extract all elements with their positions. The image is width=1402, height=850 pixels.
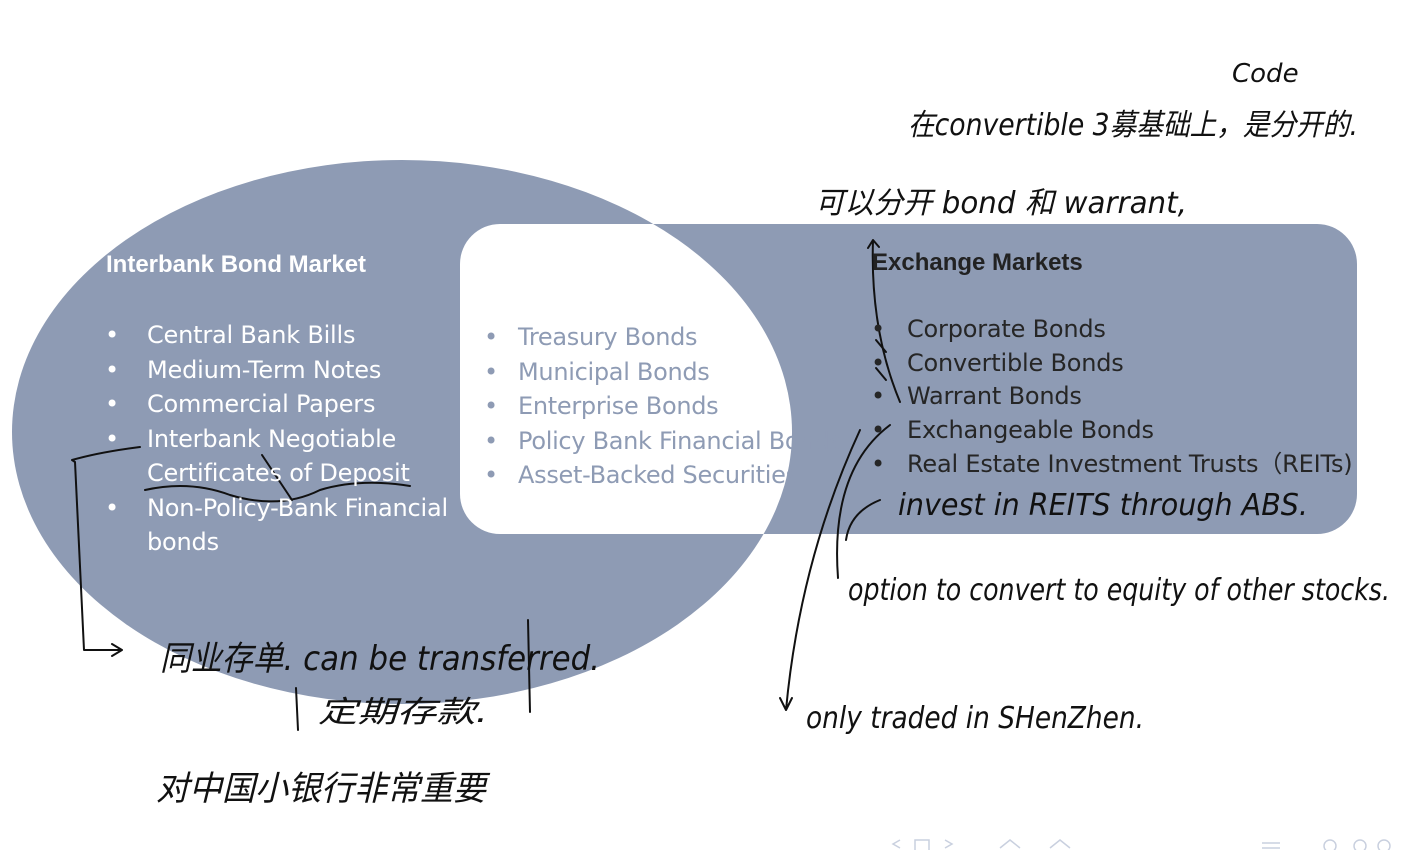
list-item: Commercial Papers	[105, 387, 467, 422]
list-item: Interbank Negotiable Certificates of Dep…	[105, 422, 467, 491]
exchange-market-title: Exchange Markets	[872, 249, 1083, 276]
ncd-connector-stroke	[295, 619, 531, 731]
note-exchangeable: option to convert to equity of other sto…	[848, 573, 1390, 608]
note-convertible: 在convertible 3募基础上，是分开的.	[908, 108, 1358, 143]
list-item: Enterprise Bonds	[484, 389, 841, 424]
nav-search-icon	[1323, 839, 1337, 850]
shared-bond-list: Treasury Bonds Municipal Bonds Enterpris…	[484, 320, 842, 493]
list-item: Warrant Bonds	[871, 380, 1352, 414]
note-code: Code	[1232, 59, 1299, 89]
nav-next-icon	[944, 839, 954, 849]
reits-hook-stroke	[845, 499, 881, 541]
ncd-bracket-stroke	[71, 446, 141, 657]
nav-align-icon	[1262, 842, 1280, 849]
list-item: Exchangeable Bonds	[871, 414, 1352, 448]
nav-frame-icon	[914, 839, 930, 850]
list-item: Asset-Backed Securities	[484, 458, 841, 493]
list-item: Central Bank Bills	[105, 318, 467, 353]
note-ncd-1: 同业存单. can be transferred.	[160, 639, 600, 679]
list-item: Medium-Term Notes	[105, 353, 467, 388]
list-item: Real Estate Investment Trusts（REITs)	[871, 448, 1353, 482]
nav-prev-icon	[891, 839, 901, 849]
note-warrant: 可以分开 bond 和 warrant,	[815, 186, 1187, 221]
list-item: Municipal Bonds	[484, 355, 841, 390]
list-item: Treasury Bonds	[484, 320, 841, 355]
list-item: Policy Bank Financial Bonds	[484, 424, 842, 459]
note-ncd-2: 定期存款.	[318, 695, 488, 730]
slide-nav-icons	[891, 839, 1391, 850]
nav-fit-icon	[1377, 839, 1391, 850]
reits-arrow-stroke	[779, 429, 861, 711]
handwritten-notes: Code 在convertible 3募基础上，是分开的. 可以分开 bond …	[156, 59, 1390, 809]
nav-zoom-icon	[1353, 839, 1367, 850]
list-item: Non-Policy-Bank Financial bonds	[105, 491, 467, 560]
exchange-bond-list: Corporate Bonds Convertible Bonds Warran…	[871, 313, 1353, 482]
note-shenzhen: only traded in SHenZhen.	[806, 701, 1144, 736]
note-reits: invest in REITS through ABS.	[898, 488, 1308, 523]
nav-section-icon	[999, 839, 1071, 849]
note-ncd-3: 对中国小银行非常重要	[156, 769, 491, 809]
list-item: Corporate Bonds	[871, 313, 1352, 347]
interbank-market-title: Interbank Bond Market	[106, 251, 367, 278]
list-item: Convertible Bonds	[871, 347, 1352, 381]
interbank-bond-list: Central Bank Bills Medium-Term Notes Com…	[105, 318, 467, 560]
